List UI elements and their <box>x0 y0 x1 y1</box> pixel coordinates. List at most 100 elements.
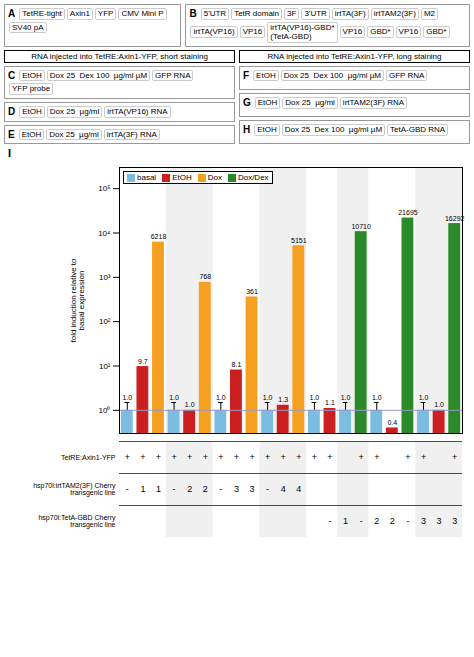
svg-text:+: + <box>218 453 223 463</box>
svg-text:+: + <box>187 453 192 463</box>
html-text:Dox 25 Dex 100 µg/ml µM: Dox 25 Dex 100 µg/ml µM <box>49 70 148 80</box>
svg-text:1.0: 1.0 <box>419 394 429 401</box>
svg-text:+: + <box>249 453 254 463</box>
svg-text:TetRE:Axin1-YFP: TetRE:Axin1-YFP <box>61 454 116 461</box>
svg-text:10⁰: 10⁰ <box>99 406 111 415</box>
html-text:irtTA(VP16): irtTA(VP16) <box>193 27 235 37</box>
html-text:EtOH: EtOH <box>21 129 42 139</box>
svg-text:16292: 16292 <box>445 215 465 222</box>
html-text:irtTAM2(3F) RNA: irtTAM2(3F) RNA <box>342 97 404 107</box>
svg-text:1.0: 1.0 <box>341 394 351 401</box>
svg-text:10²: 10² <box>99 317 111 326</box>
svg-text:+: + <box>421 453 426 463</box>
html-text:EtOH: EtOH <box>172 173 192 183</box>
svg-text:1: 1 <box>343 517 348 527</box>
svg-text:4: 4 <box>296 485 301 495</box>
svg-text:3: 3 <box>437 517 442 527</box>
svg-text:5151: 5151 <box>291 237 307 244</box>
html-text:SV40 pA: SV40 pA <box>12 22 44 32</box>
html-text:VP16: VP16 <box>398 27 419 37</box>
svg-text:2: 2 <box>390 517 395 527</box>
svg-text:+: + <box>312 453 317 463</box>
svg-text:+: + <box>265 453 270 463</box>
svg-text:21695: 21695 <box>398 209 418 216</box>
svg-text:fold induction relative tobasa: fold induction relative tobasal expressi… <box>69 258 86 343</box>
html-text:basal: basal <box>137 173 157 183</box>
html-text:YFP probe: YFP probe <box>12 84 51 94</box>
svg-text:1.0: 1.0 <box>263 394 273 401</box>
svg-text:+: + <box>140 453 145 463</box>
svg-text:3: 3 <box>452 517 457 527</box>
svg-text:2: 2 <box>203 485 208 495</box>
svg-text:3: 3 <box>421 517 426 527</box>
html-text:Dox: Dox <box>207 173 222 183</box>
svg-text:+: + <box>234 453 239 463</box>
svg-text:2: 2 <box>374 517 379 527</box>
html-text:irtTA(3F) RNA: irtTA(3F) RNA <box>106 129 157 139</box>
svg-text:+: + <box>171 453 176 463</box>
html-text:TetRE-tight: TetRE-tight <box>22 9 62 18</box>
svg-text:1: 1 <box>156 485 161 495</box>
svg-text:1.0: 1.0 <box>169 394 179 401</box>
svg-text:1.0: 1.0 <box>310 394 320 401</box>
svg-text:-: - <box>328 517 331 527</box>
svg-text:0.4: 0.4 <box>387 419 397 426</box>
svg-text:+: + <box>281 453 286 463</box>
svg-text:+: + <box>327 453 332 463</box>
svg-text:-: - <box>173 485 176 495</box>
svg-text:hsp70l:TetA-GBD Cherrytransgen: hsp70l:TetA-GBD Cherrytransgenic line <box>38 514 116 529</box>
svg-text:9.7: 9.7 <box>138 358 148 365</box>
svg-text:+: + <box>452 453 457 463</box>
html-text:RNA injected into TetRE:Axin1-: RNA injected into TetRE:Axin1-YFP, short… <box>31 51 208 61</box>
svg-text:+: + <box>374 453 379 463</box>
svg-text:1.0: 1.0 <box>434 401 444 408</box>
svg-text:-: - <box>406 517 409 527</box>
html-text:Dox 25 µg/ml: Dox 25 µg/ml <box>49 129 99 139</box>
svg-text:6218: 6218 <box>151 233 167 240</box>
html-text:GBD*: GBD* <box>370 27 391 37</box>
html-text:EtOH: EtOH <box>22 70 42 80</box>
svg-text:-: - <box>126 485 129 495</box>
svg-text:10⁵: 10⁵ <box>98 184 110 193</box>
svg-text:10³: 10³ <box>99 273 111 282</box>
html-text:EtOH: EtOH <box>257 97 278 107</box>
svg-text:10⁴: 10⁴ <box>98 229 111 238</box>
svg-text:+: + <box>405 453 410 463</box>
svg-text:10710: 10710 <box>351 223 371 230</box>
html-text:RNA injected into TetRE:Axin1-: RNA injected into TetRE:Axin1-YFP, long … <box>267 51 442 61</box>
html-text:Dox 25 µg/ml: Dox 25 µg/ml <box>285 97 335 107</box>
svg-text:4: 4 <box>281 485 286 495</box>
html-text:GFP RNA: GFP RNA <box>388 70 425 80</box>
svg-text:8.1: 8.1 <box>232 361 242 368</box>
svg-text:768: 768 <box>199 274 211 281</box>
svg-text:2: 2 <box>187 485 192 495</box>
svg-text:10¹: 10¹ <box>99 362 111 371</box>
svg-text:+: + <box>359 453 364 463</box>
html-text:Dox 25 Dex 100 µg/ml µM: Dox 25 Dex 100 µg/ml µM <box>283 70 381 80</box>
html-text:VP16: VP16 <box>242 27 263 37</box>
svg-text:1.3: 1.3 <box>278 396 288 403</box>
svg-text:-: - <box>219 485 222 495</box>
html-text:Dox/Dex: Dox/Dex <box>237 173 269 183</box>
svg-text:3: 3 <box>234 485 239 495</box>
svg-text:+: + <box>296 453 301 463</box>
svg-text:1.0: 1.0 <box>372 394 382 401</box>
svg-text:1.1: 1.1 <box>325 400 335 407</box>
html-text:GBD*: GBD* <box>426 27 447 37</box>
html-text:irtTA(VP16)-GBD* (TetA-GBD): irtTA(VP16)-GBD* (TetA-GBD) <box>270 22 335 42</box>
svg-text:+: + <box>203 453 208 463</box>
svg-text:hsp70l:irtTAM2(3F) Cherrytrans: hsp70l:irtTAM2(3F) Cherrytransgenic line <box>33 482 116 497</box>
svg-text:-: - <box>360 517 363 527</box>
html-text:EtOH: EtOH <box>256 70 276 80</box>
svg-text:+: + <box>125 453 130 463</box>
svg-text:1.0: 1.0 <box>185 401 195 408</box>
svg-text:1: 1 <box>140 485 145 495</box>
html-text:VP16: VP16 <box>342 27 363 37</box>
svg-text:-: - <box>266 485 269 495</box>
svg-text:1.0: 1.0 <box>122 394 132 401</box>
svg-text:361: 361 <box>246 288 258 295</box>
svg-text:3: 3 <box>250 485 255 495</box>
svg-text:+: + <box>156 453 161 463</box>
svg-text:1.0: 1.0 <box>216 394 226 401</box>
html-text:GFP RNA: GFP RNA <box>155 70 191 80</box>
